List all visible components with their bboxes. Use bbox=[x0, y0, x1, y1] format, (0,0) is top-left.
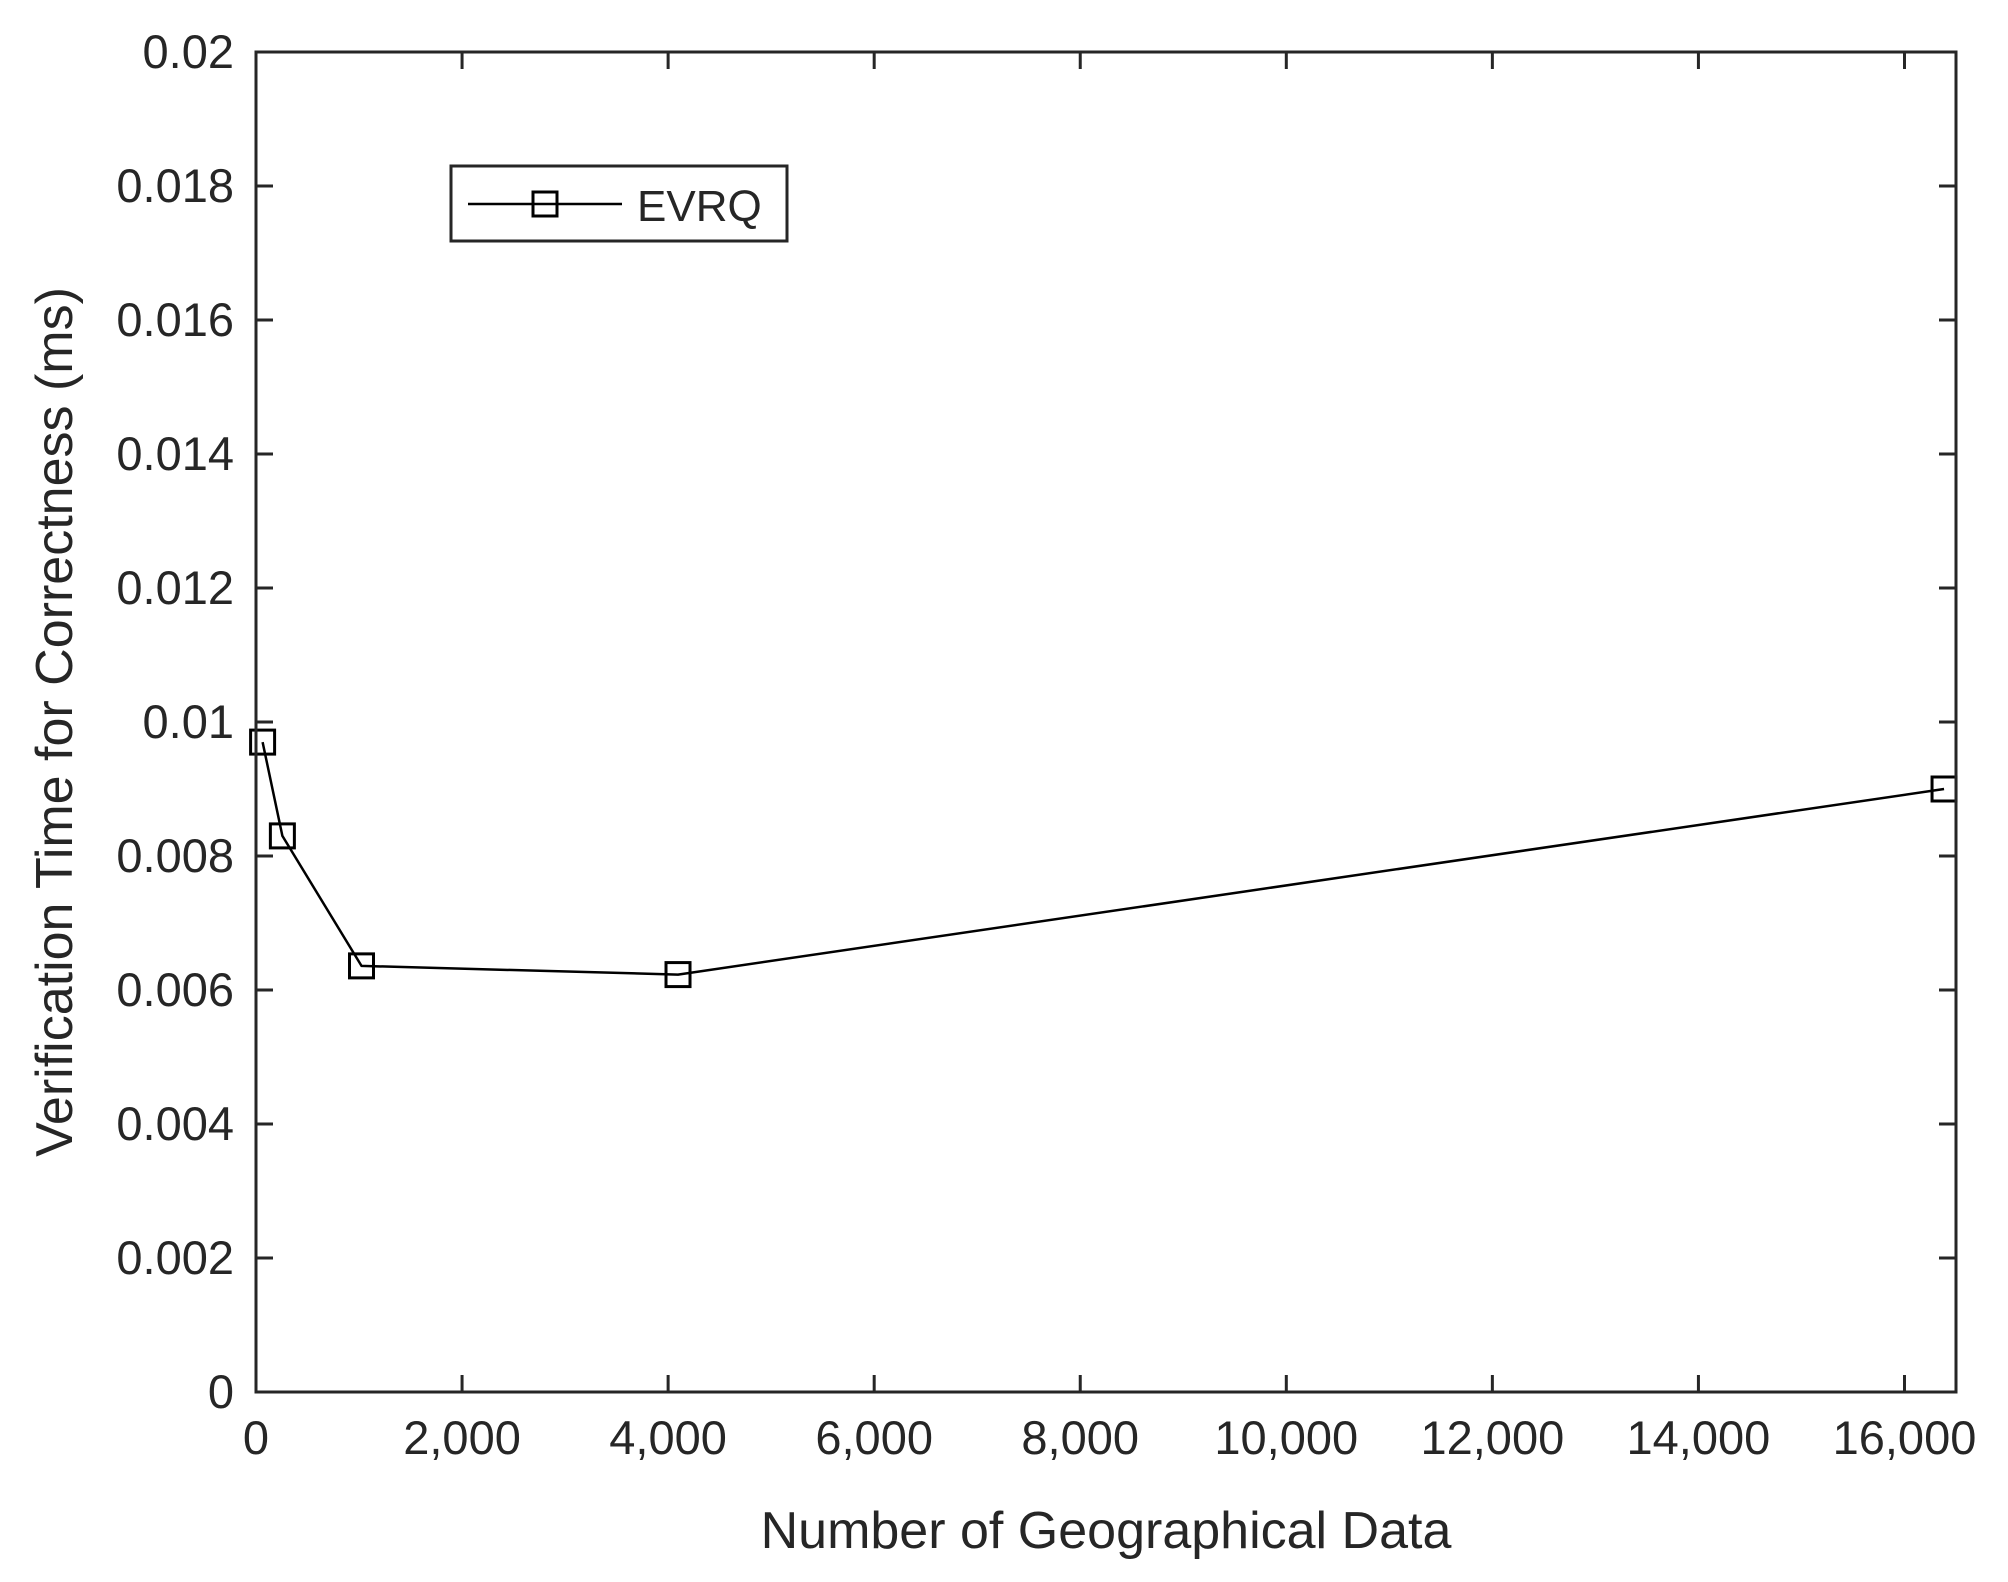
y-tick-label: 0.008 bbox=[116, 829, 234, 882]
y-tick-label: 0.018 bbox=[116, 159, 234, 212]
x-tick-label: 14,000 bbox=[1627, 1411, 1771, 1464]
legend-marker bbox=[531, 190, 559, 218]
x-tick-label: 0 bbox=[243, 1411, 269, 1464]
x-tick-label: 2,000 bbox=[403, 1411, 521, 1464]
axes-box bbox=[254, 50, 1958, 1394]
x-tick-label: 4,000 bbox=[609, 1411, 727, 1464]
legend: EVRQ bbox=[449, 164, 789, 243]
data-point-marker bbox=[268, 822, 296, 850]
legend-label: EVRQ bbox=[637, 182, 762, 231]
series-line-evrq bbox=[261, 741, 1945, 976]
y-tick-label: 0.016 bbox=[116, 293, 234, 346]
data-point-marker bbox=[249, 728, 277, 756]
series-layer bbox=[249, 728, 1958, 989]
x-tick-label: 10,000 bbox=[1214, 1411, 1358, 1464]
data-point-marker bbox=[664, 961, 692, 989]
y-tick-label: 0.01 bbox=[143, 695, 234, 748]
x-tick-label: 6,000 bbox=[815, 1411, 933, 1464]
x-tick-label: 8,000 bbox=[1021, 1411, 1139, 1464]
y-tick-label: 0.006 bbox=[116, 963, 234, 1016]
plot-area bbox=[256, 52, 1956, 1392]
data-point-marker bbox=[348, 952, 376, 980]
y-axis-title: Verification Time for Correctness (ms) bbox=[26, 287, 84, 1157]
y-tick-label: 0.02 bbox=[143, 25, 234, 78]
y-tick-label: 0.012 bbox=[116, 561, 234, 614]
x-tick-label: 12,000 bbox=[1420, 1411, 1564, 1464]
x-axis-title: Number of Geographical Data bbox=[761, 1502, 1452, 1560]
y-tick-label: 0 bbox=[208, 1365, 234, 1418]
y-tick-label: 0.004 bbox=[116, 1097, 234, 1150]
tick-labels: 0 2,000 4,000 6,000 8,000 10,000 12,000 14,000 1… bbox=[116, 25, 1976, 1464]
x-tick-label: 16,000 bbox=[1833, 1411, 1977, 1464]
y-tick-label: 0.002 bbox=[116, 1231, 234, 1284]
y-tick-label: 0.014 bbox=[116, 427, 234, 480]
